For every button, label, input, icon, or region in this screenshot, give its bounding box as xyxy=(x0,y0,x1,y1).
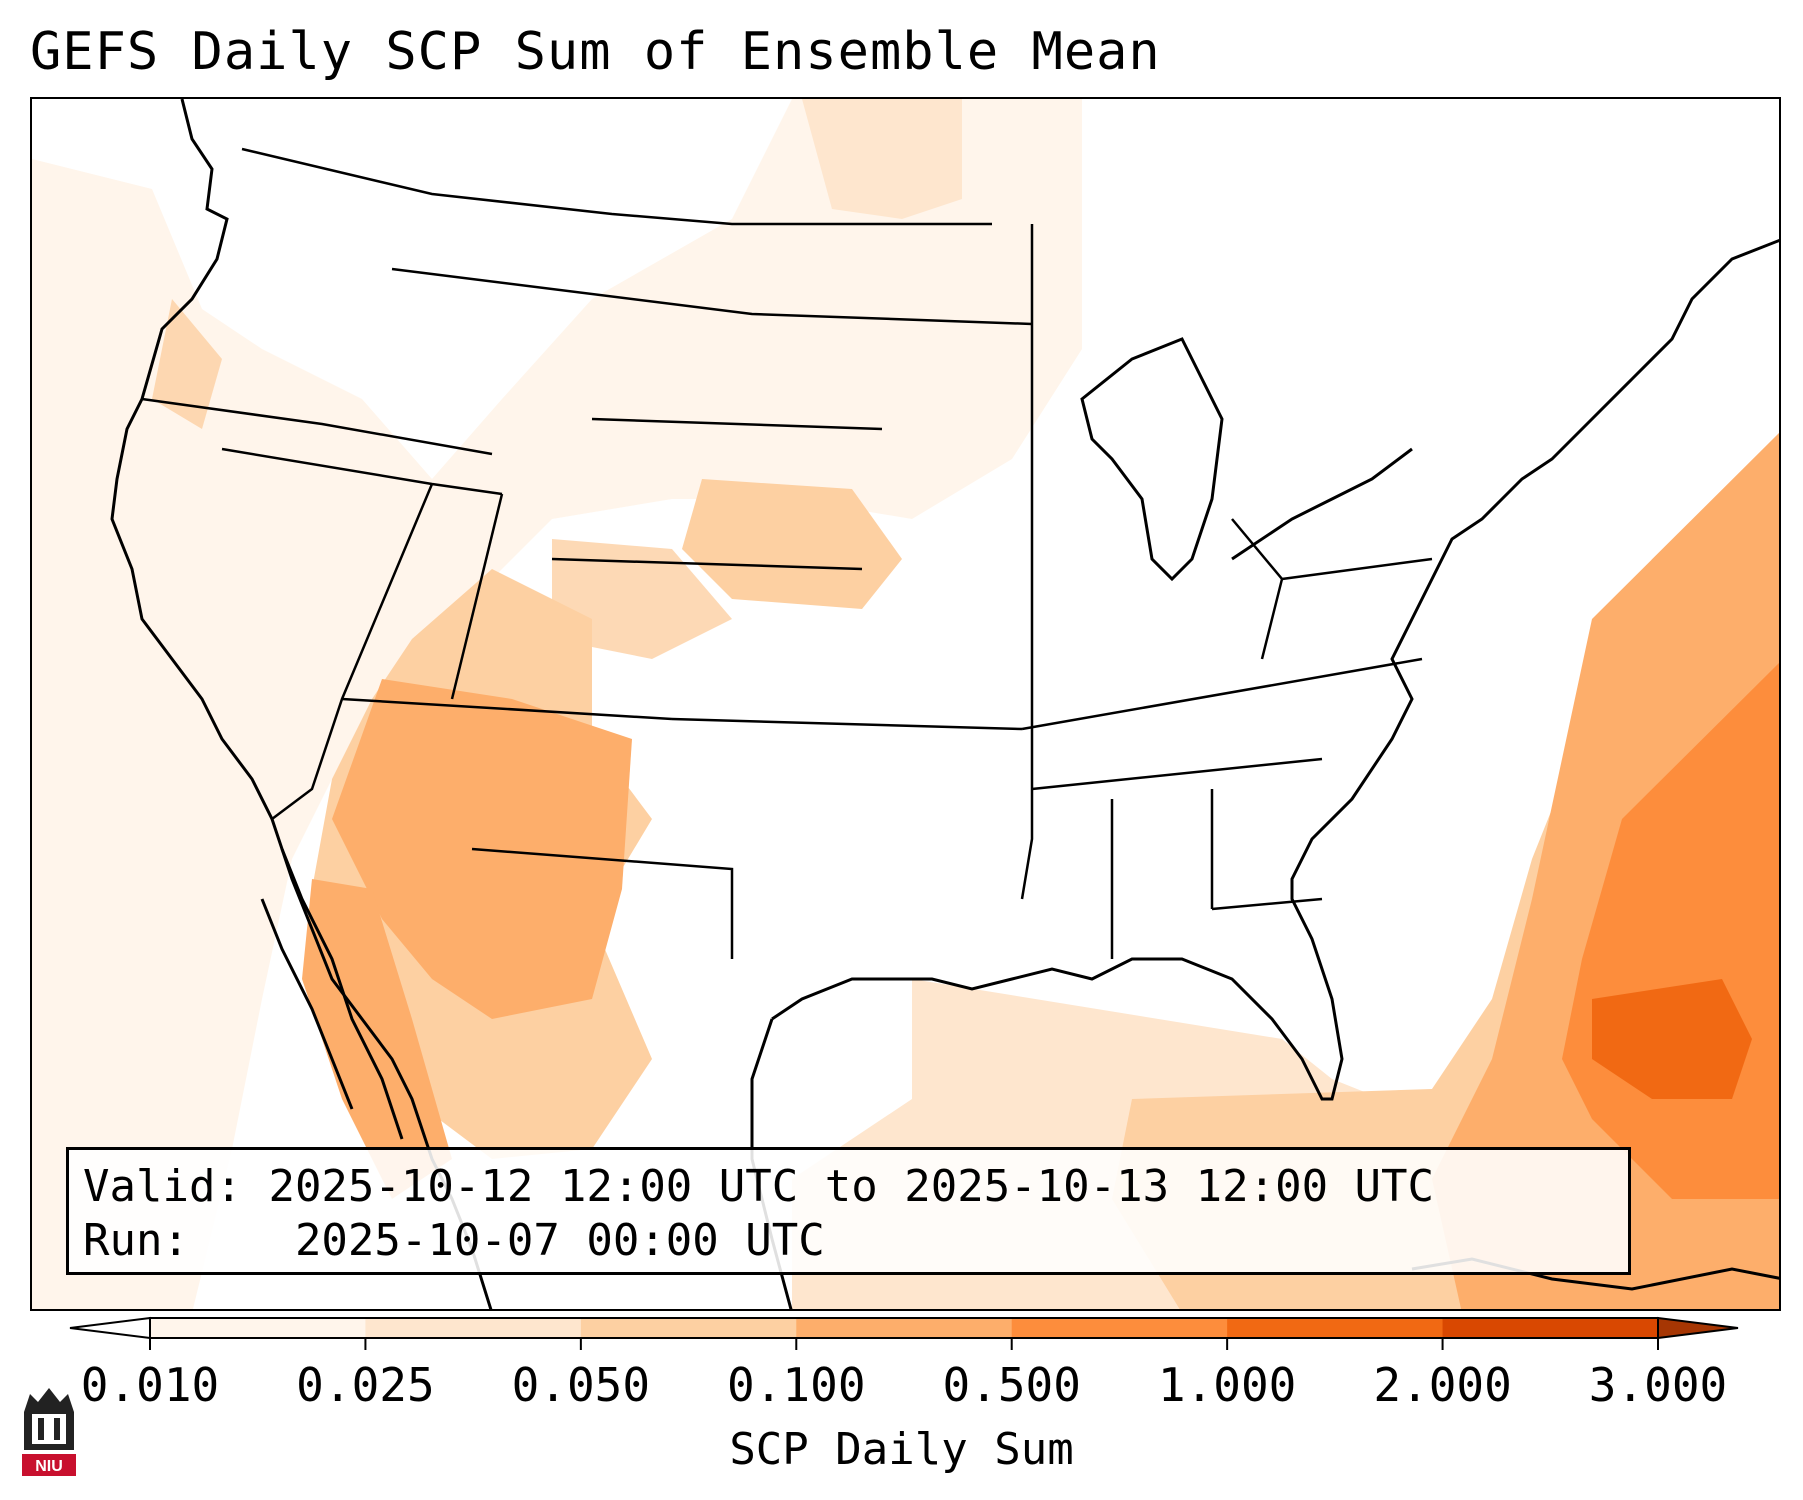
baja-coastline xyxy=(280,848,404,1140)
west-coastline xyxy=(110,99,493,1309)
florida-georgia xyxy=(1211,897,1323,911)
scp-band-oregon xyxy=(152,299,222,429)
logo-text: NIU xyxy=(35,1458,63,1475)
colorbar-tick-label: 0.500 xyxy=(942,1358,1081,1412)
newmexico-texas xyxy=(471,847,734,959)
colorbar-segment xyxy=(580,1318,797,1338)
scp-band-nebraska xyxy=(682,479,902,609)
colorbar-segment xyxy=(1227,1318,1444,1338)
lake-michigan-peninsula xyxy=(1080,337,1224,582)
montana-south xyxy=(391,267,1033,326)
map-title: GEFS Daily SCP Sum of Ensemble Mean xyxy=(30,22,1161,82)
colorbar-outline xyxy=(149,1317,1659,1339)
colorbar-segment xyxy=(150,1318,366,1338)
colorbar-tick-label: 2.000 xyxy=(1373,1358,1512,1412)
east-gulf-coastline xyxy=(771,238,1779,1101)
colorbar-tick-label: 0.050 xyxy=(511,1358,651,1412)
valid-range: 2025-10-12 12:00 UTC to 2025-10-13 12:00… xyxy=(268,1161,1435,1212)
lake-erie-ontario xyxy=(1231,447,1413,561)
colorbar-tick-label: 0.010 xyxy=(80,1358,220,1412)
dakotas-border xyxy=(591,417,883,431)
run-label: Run: xyxy=(83,1215,189,1266)
validity-info-box: Valid: 2025-10-12 12:00 UTC to 2025-10-1… xyxy=(66,1147,1631,1275)
colorbar-segments xyxy=(69,1316,1739,1340)
colorbar-segment xyxy=(365,1318,582,1338)
colorbar-tick-label: 0.025 xyxy=(296,1358,435,1412)
utah-colorado-west xyxy=(450,493,504,700)
colorbar-tick-label: 3.000 xyxy=(1588,1358,1728,1412)
colorbar-segment xyxy=(796,1318,1013,1338)
pennsylvania-border xyxy=(1281,557,1433,581)
colorbar-ticks xyxy=(149,1338,1659,1350)
tennessee-south xyxy=(1031,757,1323,791)
scp-band-colorado xyxy=(552,539,732,659)
ohio-border xyxy=(1231,518,1284,660)
arizona-utah-border xyxy=(341,697,673,721)
colorbar-tick-label: 0.100 xyxy=(727,1358,866,1412)
tennessee-north xyxy=(1021,657,1423,731)
valid-label: Valid: xyxy=(83,1161,242,1212)
central-north-south xyxy=(1020,224,1034,900)
gulf-of-california xyxy=(260,898,354,1110)
run-time: 2025-10-07 00:00 UTC xyxy=(294,1215,825,1266)
scp-band-north-dakota xyxy=(802,99,962,219)
colorbar-tick-label: 1.000 xyxy=(1157,1358,1297,1412)
scp-shading xyxy=(32,99,1779,1309)
colorbar-segment xyxy=(1011,1318,1228,1338)
oregon-border xyxy=(141,397,493,456)
colorbar-label: SCP Daily Sum xyxy=(729,1424,1074,1475)
scp-band-bahamas xyxy=(1592,979,1752,1099)
colorbar-extend-low xyxy=(69,1316,151,1340)
niu-logo-icon: NIU xyxy=(22,1388,76,1476)
map-panel xyxy=(30,97,1781,1311)
state-borders xyxy=(141,147,1433,959)
colorbar-extend-high xyxy=(1657,1316,1739,1340)
scp-band-lowest xyxy=(32,99,1082,1309)
kansas-nebraska xyxy=(551,557,863,571)
colorbar-segment xyxy=(1442,1318,1659,1338)
map-canvas xyxy=(32,99,1779,1309)
canada-border xyxy=(241,147,992,226)
nevada-utah-border xyxy=(271,483,434,820)
oklahoma-border xyxy=(671,717,1023,731)
